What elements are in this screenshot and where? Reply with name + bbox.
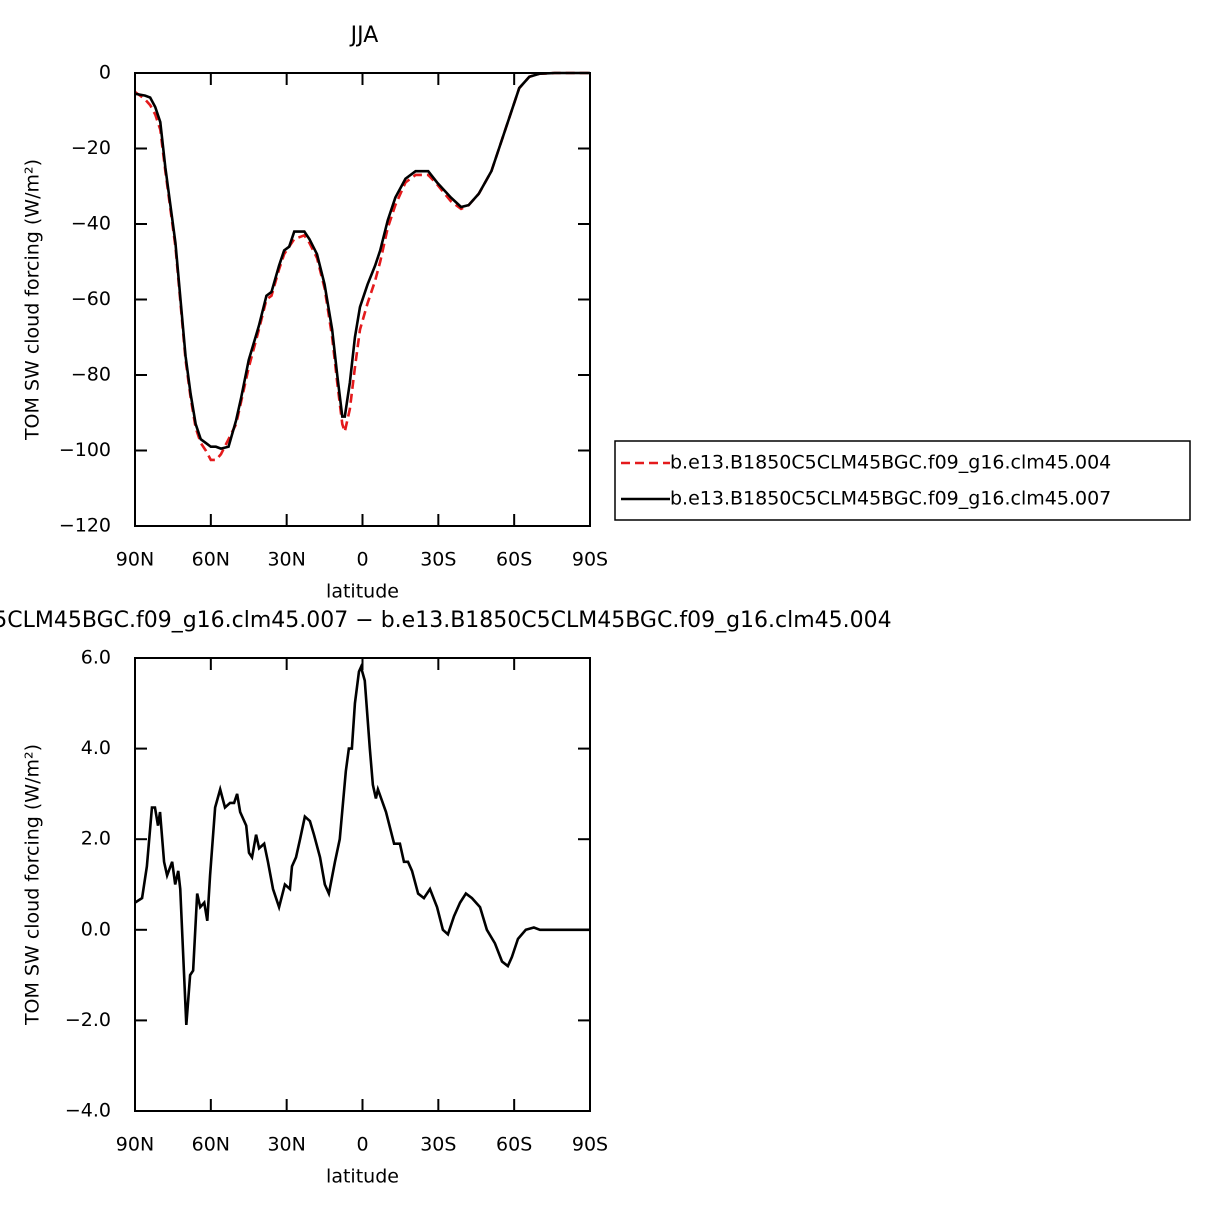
x-tick-label: 90S xyxy=(572,549,608,571)
x-tick-label: 30N xyxy=(267,549,305,571)
y-tick-label: 2.0 xyxy=(81,828,111,850)
panel: JJA latitude TOM SW cloud forcing (W/m²) 90… xyxy=(22,23,1191,603)
legend-label: b.e13.B1850C5CLM45BGC.f09_g16.clm45.007 xyxy=(670,488,1111,510)
y-tick-label: −100 xyxy=(59,439,111,461)
x-axis-label: latitude xyxy=(326,1166,399,1188)
y-tick-label: 6.0 xyxy=(81,647,111,669)
legend-box xyxy=(614,440,1191,521)
x-tick-label: 60N xyxy=(192,1134,230,1156)
x-axis-label: latitude xyxy=(326,581,399,603)
x-tick-label: 30N xyxy=(267,1134,305,1156)
data-line xyxy=(134,71,590,450)
x-tick-label: 30S xyxy=(420,1134,456,1156)
x-tick-label: 60N xyxy=(192,549,230,571)
x-tick-label: 0 xyxy=(356,1134,368,1156)
x-tick-label: 90S xyxy=(572,1134,608,1156)
y-axis-label: TOM SW cloud forcing (W/m²) xyxy=(22,159,44,441)
y-tick-label: 0 xyxy=(99,62,111,84)
y-tick-label: −80 xyxy=(71,364,111,386)
data-line xyxy=(134,71,590,462)
x-tick-label: 30S xyxy=(420,549,456,571)
panel: b.e13.B1850C5CLM45BGC.f09_g16.clm45.007 … xyxy=(0,608,892,1188)
x-tick-label: 60S xyxy=(496,1134,532,1156)
y-tick-label: −60 xyxy=(71,288,111,310)
data-line xyxy=(134,663,590,1026)
chart-title: JJA xyxy=(349,23,379,48)
y-tick-label: 0.0 xyxy=(81,918,111,940)
y-tick-label: −20 xyxy=(71,137,111,159)
x-tick-label: 0 xyxy=(356,549,368,571)
y-tick-label: −40 xyxy=(71,213,111,235)
chart-title: b.e13.B1850C5CLM45BGC.f09_g16.clm45.007 … xyxy=(0,608,892,633)
legend-label: b.e13.B1850C5CLM45BGC.f09_g16.clm45.004 xyxy=(670,452,1111,474)
legend: b.e13.B1850C5CLM45BGC.f09_g16.clm45.004b… xyxy=(614,440,1191,521)
y-tick-label: −4.0 xyxy=(65,1100,111,1122)
plot-frame xyxy=(134,657,591,1112)
y-axis-label: TOM SW cloud forcing (W/m²) xyxy=(22,744,44,1026)
y-tick-label: −120 xyxy=(59,515,111,537)
y-tick-label: 4.0 xyxy=(81,737,111,759)
x-tick-label: 60S xyxy=(496,549,532,571)
x-tick-label: 90N xyxy=(116,1134,154,1156)
x-tick-label: 90N xyxy=(116,549,154,571)
y-tick-label: −2.0 xyxy=(65,1009,111,1031)
